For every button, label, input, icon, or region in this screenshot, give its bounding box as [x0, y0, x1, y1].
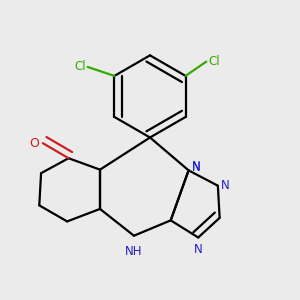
Text: Cl: Cl: [74, 61, 86, 74]
Text: Cl: Cl: [208, 55, 220, 68]
Text: NH: NH: [125, 244, 143, 258]
Text: N: N: [192, 161, 201, 174]
Text: O: O: [29, 137, 39, 150]
Text: N: N: [194, 243, 203, 256]
Text: N: N: [221, 179, 230, 192]
Text: N: N: [192, 160, 201, 173]
